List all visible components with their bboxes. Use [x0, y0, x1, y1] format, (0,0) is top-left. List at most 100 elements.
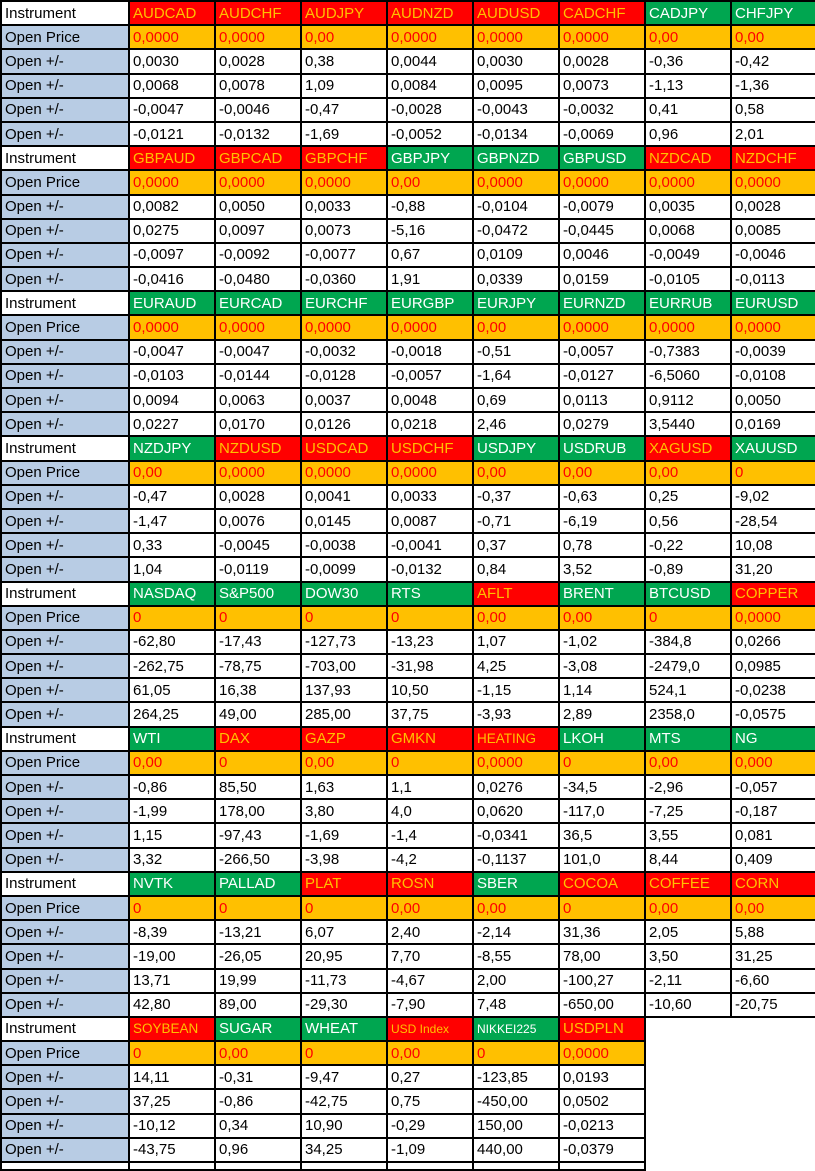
value-cell[interactable]: -0,0052 — [386, 120, 474, 148]
value-cell[interactable]: 0,25 — [644, 483, 732, 510]
value-cell[interactable]: -0,0045 — [214, 532, 302, 559]
instrument-cell[interactable]: DOW30 — [300, 580, 388, 607]
open-price-cell[interactable]: 0,0000 — [214, 24, 302, 51]
instrument-cell[interactable]: EURUSD — [730, 290, 815, 317]
value-cell[interactable]: -0,0097 — [128, 241, 216, 269]
value-cell[interactable]: 10,50 — [386, 677, 474, 704]
value-cell[interactable]: 0,0030 — [472, 48, 560, 75]
value-cell[interactable]: 0,0339 — [472, 266, 560, 293]
instrument-cell[interactable]: XAGUSD — [644, 435, 732, 462]
value-cell[interactable]: 0,0169 — [730, 411, 815, 438]
value-cell[interactable]: -0,187 — [730, 798, 815, 825]
value-cell[interactable]: 78,00 — [558, 943, 646, 970]
value-cell[interactable]: 89,00 — [214, 991, 302, 1018]
value-cell[interactable]: -0,0132 — [214, 120, 302, 148]
open-price-cell[interactable]: 0,0000 — [472, 169, 560, 196]
instrument-cell[interactable]: XAUUSD — [730, 435, 815, 462]
value-cell[interactable]: 2,46 — [472, 411, 560, 438]
value-cell[interactable]: -1,69 — [300, 120, 388, 148]
value-cell[interactable]: -2,14 — [472, 919, 560, 946]
value-cell[interactable]: 0,56 — [644, 507, 732, 535]
open-price-cell[interactable]: 0,0000 — [128, 169, 216, 196]
value-cell[interactable]: 0,0620 — [472, 798, 560, 825]
value-cell[interactable]: -10,60 — [644, 991, 732, 1018]
instrument-cell[interactable]: SOYBEAN — [128, 1015, 216, 1043]
value-cell[interactable]: -0,47 — [300, 96, 388, 123]
instrument-cell[interactable]: GBPNZD — [472, 145, 560, 172]
instrument-cell[interactable]: AUDCHF — [214, 0, 302, 27]
value-cell[interactable]: 36,5 — [558, 822, 646, 849]
open-price-cell[interactable]: 0 — [300, 604, 388, 631]
value-cell[interactable]: -0,29 — [386, 1112, 474, 1139]
value-cell[interactable]: 3,80 — [300, 798, 388, 825]
value-cell[interactable]: -0,88 — [386, 193, 474, 220]
open-price-cell[interactable]: 0,0000 — [558, 24, 646, 51]
value-cell[interactable]: -7,90 — [386, 991, 474, 1018]
value-cell[interactable]: -0,0104 — [472, 193, 560, 220]
value-cell[interactable]: -0,0041 — [386, 532, 474, 559]
value-cell[interactable]: -262,75 — [128, 653, 216, 680]
open-price-cell[interactable]: 0,0000 — [386, 459, 474, 486]
value-cell[interactable]: 0,69 — [472, 386, 560, 414]
value-cell[interactable]: -0,0028 — [386, 96, 474, 123]
instrument-cell[interactable]: PALLAD — [214, 870, 302, 897]
open-price-cell[interactable]: 0,0000 — [214, 169, 302, 196]
open-price-cell[interactable]: 0,00 — [558, 459, 646, 486]
value-cell[interactable]: 0,0050 — [730, 386, 815, 414]
instrument-cell[interactable]: USDPLN — [558, 1015, 646, 1043]
value-cell[interactable]: -11,73 — [300, 967, 388, 994]
open-price-cell[interactable]: 0,00 — [300, 749, 388, 777]
open-price-cell[interactable]: 0,00 — [472, 459, 560, 486]
instrument-cell[interactable]: EURCHF — [300, 290, 388, 317]
value-cell[interactable]: -0,0043 — [472, 96, 560, 123]
value-cell[interactable]: 0,0037 — [300, 386, 388, 414]
value-cell[interactable]: -0,71 — [472, 507, 560, 535]
instrument-cell[interactable]: MTS — [644, 725, 732, 752]
instrument-cell[interactable]: CHFJPY — [730, 0, 815, 27]
value-cell[interactable]: 1,14 — [558, 677, 646, 704]
value-cell[interactable]: 0,0087 — [386, 507, 474, 535]
instrument-cell[interactable]: GBPCHF — [300, 145, 388, 172]
value-cell[interactable]: -0,42 — [730, 48, 815, 75]
value-cell[interactable]: -0,37 — [472, 483, 560, 510]
value-cell[interactable]: 2358,0 — [644, 701, 732, 728]
value-cell[interactable]: 0,0985 — [730, 653, 815, 680]
open-price-cell[interactable]: 0,0000 — [472, 24, 560, 51]
value-cell[interactable]: 14,11 — [128, 1064, 216, 1091]
value-cell[interactable]: -0,89 — [644, 556, 732, 583]
value-cell[interactable]: 10,08 — [730, 532, 815, 559]
value-cell[interactable]: 137,93 — [300, 677, 388, 704]
open-price-cell[interactable]: 0,00 — [128, 459, 216, 486]
value-cell[interactable]: 0,0276 — [472, 773, 560, 801]
value-cell[interactable]: -0,0341 — [472, 822, 560, 849]
value-cell[interactable]: 178,00 — [214, 798, 302, 825]
open-price-cell[interactable]: 0,00 — [472, 604, 560, 631]
value-cell[interactable]: 0,96 — [644, 120, 732, 148]
open-price-cell[interactable]: 0,00 — [300, 24, 388, 51]
value-cell[interactable]: 31,36 — [558, 919, 646, 946]
value-cell[interactable]: -0,0472 — [472, 217, 560, 244]
open-price-cell[interactable]: 0,0000 — [644, 169, 732, 196]
value-cell[interactable]: -127,73 — [300, 628, 388, 656]
value-cell[interactable]: -0,0046 — [730, 241, 815, 269]
instrument-cell[interactable]: AUDCAD — [128, 0, 216, 27]
instrument-cell[interactable]: SBER — [472, 870, 560, 897]
instrument-cell[interactable]: GMKN — [386, 725, 474, 752]
value-cell[interactable]: -0,0238 — [730, 677, 815, 704]
instrument-cell[interactable]: GBPJPY — [386, 145, 474, 172]
open-price-cell[interactable]: 0 — [128, 1040, 216, 1067]
open-price-cell[interactable]: 0,0000 — [214, 459, 302, 486]
value-cell[interactable]: 0,27 — [386, 1064, 474, 1091]
value-cell[interactable]: -0,31 — [214, 1064, 302, 1091]
value-cell[interactable]: -97,43 — [214, 822, 302, 849]
value-cell[interactable]: 0,58 — [730, 96, 815, 123]
value-cell[interactable]: -1,69 — [300, 822, 388, 849]
open-price-cell[interactable]: 0,00 — [386, 1040, 474, 1067]
value-cell[interactable]: 1,15 — [128, 822, 216, 849]
instrument-cell[interactable]: AUDUSD — [472, 0, 560, 27]
value-cell[interactable]: 285,00 — [300, 701, 388, 728]
open-price-cell[interactable]: 0,00 — [730, 894, 815, 922]
value-cell[interactable]: -2479,0 — [644, 653, 732, 680]
value-cell[interactable]: -0,63 — [558, 483, 646, 510]
value-cell[interactable]: -34,5 — [558, 773, 646, 801]
